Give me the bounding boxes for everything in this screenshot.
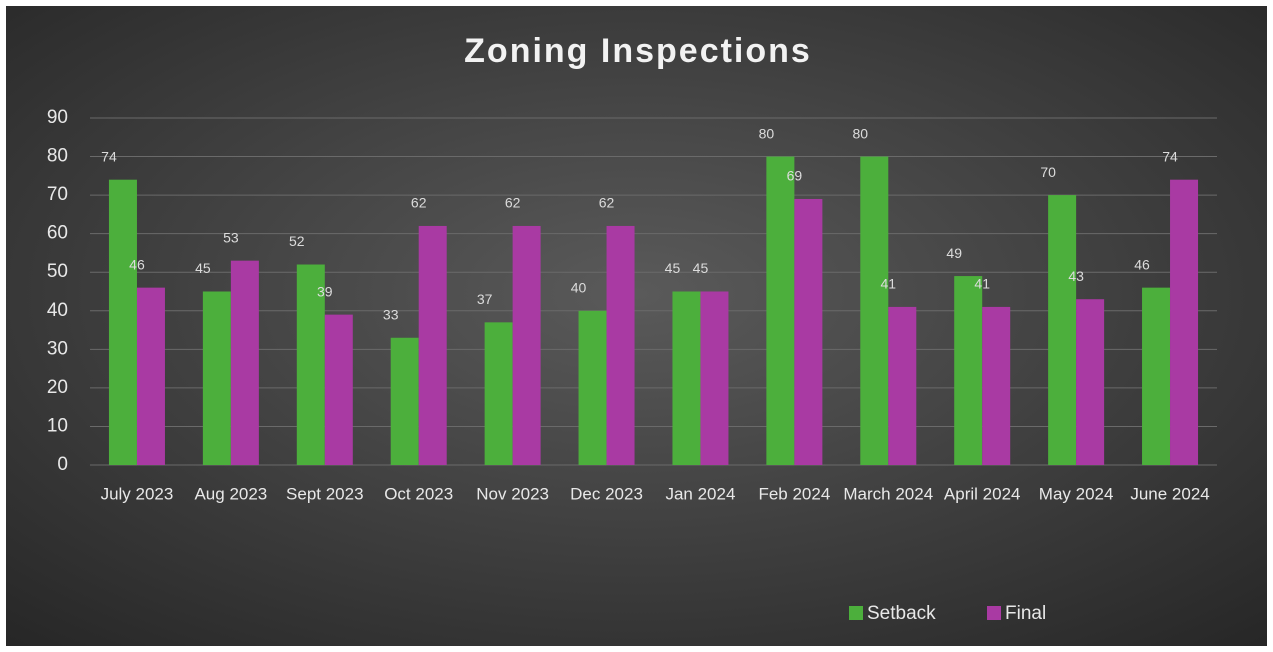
value-label: 46 [129, 256, 145, 272]
bar [418, 225, 447, 465]
value-label: 46 [1134, 256, 1150, 272]
y-tick-label: 10 [47, 415, 68, 436]
legend-swatch [849, 606, 863, 620]
x-tick-label: May 2024 [1039, 484, 1114, 503]
x-tick-label: Feb 2024 [758, 484, 830, 503]
y-tick-label: 70 [47, 184, 68, 205]
y-tick-label: 0 [57, 454, 68, 475]
bar [606, 225, 635, 465]
value-label: 62 [505, 195, 521, 211]
x-tick-label: Nov 2023 [476, 484, 549, 503]
value-label: 70 [1040, 164, 1056, 180]
value-label: 74 [1162, 148, 1178, 164]
value-label: 53 [223, 229, 239, 245]
bar [202, 291, 231, 465]
value-label: 62 [599, 195, 615, 211]
value-label: 69 [787, 168, 803, 184]
bar [672, 291, 701, 465]
y-tick-label: 90 [47, 107, 68, 128]
y-tick-label: 30 [47, 338, 68, 359]
value-label: 41 [881, 276, 897, 292]
x-tick-label: Aug 2023 [194, 484, 267, 503]
value-label: 33 [383, 306, 399, 322]
bar [512, 225, 541, 465]
bar [390, 337, 419, 465]
bar [700, 291, 729, 465]
chart-title: Zoning Inspections [464, 32, 812, 70]
bar [982, 306, 1011, 465]
bar [766, 156, 795, 466]
legend-label: Setback [867, 603, 936, 624]
value-label: 37 [477, 291, 493, 307]
value-label: 41 [974, 276, 990, 292]
bar [578, 310, 607, 465]
value-label: 80 [853, 125, 869, 141]
legend-swatch [987, 606, 1001, 620]
bar [296, 264, 325, 465]
bar [954, 276, 983, 465]
bar [888, 306, 917, 465]
bar [230, 260, 259, 465]
x-tick-label: Jan 2024 [665, 484, 735, 503]
value-label: 40 [571, 279, 587, 295]
value-label: 49 [946, 245, 962, 261]
x-tick-label: Oct 2023 [384, 484, 453, 503]
y-tick-label: 80 [47, 146, 68, 167]
y-tick-label: 60 [47, 223, 68, 244]
bar [484, 322, 513, 465]
bar [136, 287, 165, 465]
y-tick-label: 40 [47, 300, 68, 321]
bar [1076, 299, 1105, 465]
value-label: 43 [1068, 268, 1084, 284]
y-tick-label: 50 [47, 261, 68, 282]
bar [860, 156, 889, 466]
bar [108, 179, 137, 465]
value-label: 62 [411, 195, 427, 211]
value-label: 52 [289, 233, 305, 249]
x-tick-label: Dec 2023 [570, 484, 643, 503]
value-label: 45 [195, 260, 211, 276]
bar [1142, 287, 1171, 465]
x-tick-label: March 2024 [843, 484, 933, 503]
value-label: 39 [317, 283, 333, 299]
bar [324, 314, 353, 465]
x-tick-label: July 2023 [101, 484, 174, 503]
bar [1170, 179, 1199, 465]
bar [794, 198, 823, 465]
y-tick-label: 20 [47, 377, 68, 398]
value-label: 80 [759, 125, 775, 141]
x-tick-label: Sept 2023 [286, 484, 364, 503]
legend-label: Final [1005, 603, 1046, 624]
value-label: 74 [101, 148, 117, 164]
bar [1048, 195, 1077, 465]
x-tick-label: April 2024 [944, 484, 1021, 503]
x-tick-label: June 2024 [1130, 484, 1209, 503]
value-label: 45 [693, 260, 709, 276]
value-label: 45 [665, 260, 681, 276]
